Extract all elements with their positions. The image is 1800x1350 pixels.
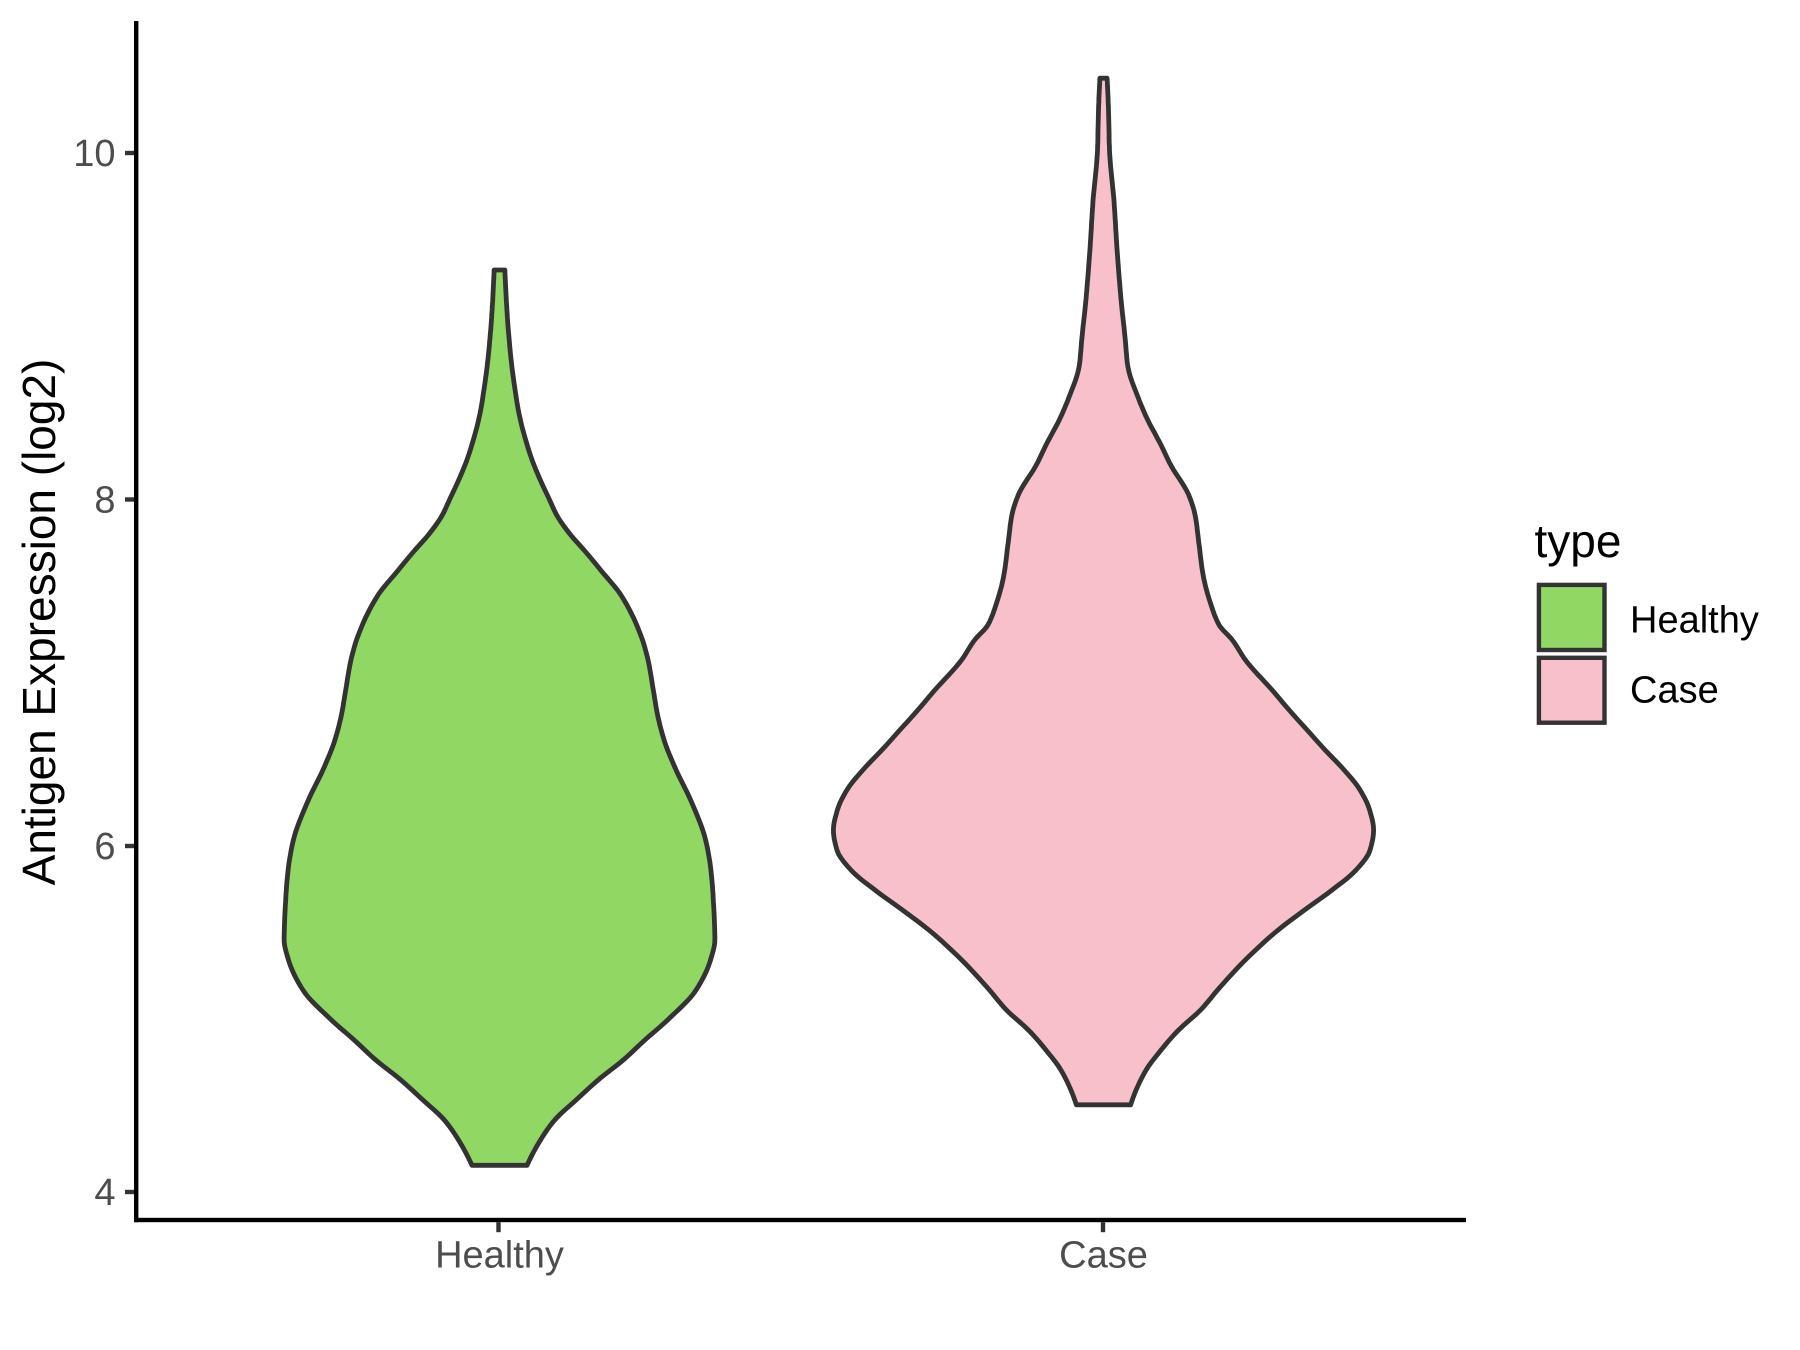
- svg-text:Case: Case: [1630, 670, 1719, 712]
- svg-text:type: type: [1535, 515, 1622, 567]
- svg-text:Case: Case: [1059, 1234, 1148, 1276]
- svg-text:6: 6: [94, 826, 115, 868]
- svg-text:Healthy: Healthy: [1630, 600, 1759, 642]
- svg-text:Healthy: Healthy: [435, 1234, 564, 1276]
- svg-text:8: 8: [94, 480, 115, 522]
- svg-text:Antigen Expression (log2): Antigen Expression (log2): [13, 359, 65, 886]
- svg-text:4: 4: [94, 1172, 115, 1214]
- svg-text:10: 10: [73, 133, 115, 175]
